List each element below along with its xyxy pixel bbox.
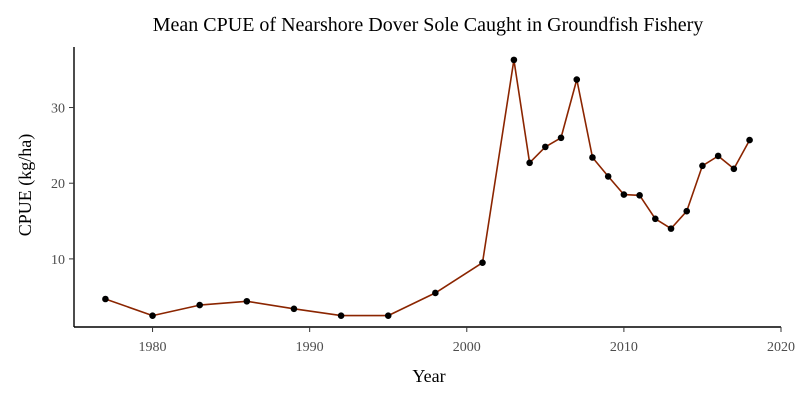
data-point	[667, 225, 675, 232]
data-point	[432, 289, 439, 297]
y-axis-label: CPUE (kg/ha)	[15, 134, 36, 237]
x-tick-label: 2010	[610, 340, 638, 355]
data-point	[589, 154, 596, 161]
data-point	[699, 162, 706, 170]
x-tick-label: 2000	[453, 340, 481, 355]
data-points	[102, 56, 753, 319]
y-tick-label: 20	[51, 177, 65, 192]
data-point	[510, 56, 518, 64]
data-point	[620, 191, 628, 198]
data-point	[683, 207, 691, 215]
data-point	[573, 76, 581, 83]
data-point	[243, 297, 251, 305]
chart-title: Mean CPUE of Nearshore Dover Sole Caught…	[153, 14, 703, 36]
y-tick-label: 10	[51, 253, 65, 268]
data-point	[557, 134, 565, 142]
series-line	[105, 59, 751, 317]
data-point	[730, 165, 738, 173]
data-point	[290, 305, 298, 313]
data-point	[604, 173, 612, 180]
data-point	[479, 259, 486, 266]
data-point	[714, 152, 722, 160]
x-tick-label: 2020	[767, 340, 795, 355]
data-point	[542, 143, 549, 151]
data-point	[636, 192, 643, 199]
data-point	[196, 301, 203, 309]
data-point	[746, 136, 753, 144]
y-ticks: 10 20 30	[51, 102, 74, 268]
x-tick-label: 1990	[296, 340, 324, 355]
x-ticks: 1980 1990 2000 2010 2020	[139, 327, 795, 355]
x-axis-label: Year	[412, 366, 445, 386]
data-point	[652, 215, 659, 223]
data-point	[337, 312, 345, 319]
data-point	[102, 295, 109, 303]
x-tick-label: 1980	[139, 340, 167, 355]
data-point	[526, 159, 533, 167]
data-point	[384, 312, 392, 319]
y-tick-label: 30	[51, 102, 65, 117]
data-point	[149, 312, 156, 319]
